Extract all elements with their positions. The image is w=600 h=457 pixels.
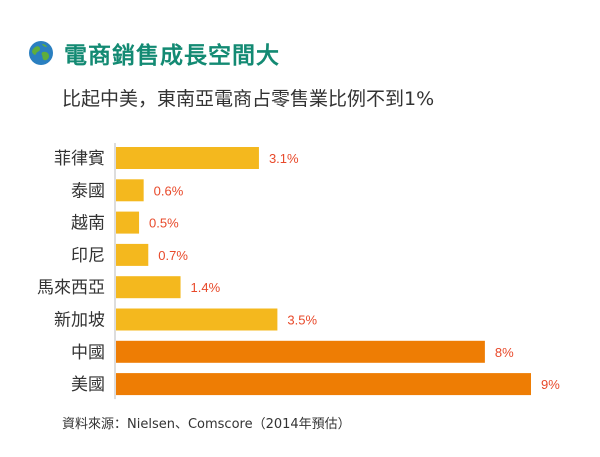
bar xyxy=(116,211,140,234)
value-label: 0.6% xyxy=(154,183,184,198)
category-label: 泰國 xyxy=(71,181,105,201)
category-label: 馬來西亞 xyxy=(37,278,105,298)
bar xyxy=(116,308,278,331)
chart-title: 電商銷售成長空間大 xyxy=(64,43,280,69)
bar xyxy=(116,373,531,396)
source-note: 資料來源：Nielsen、Comscore（2014年預估） xyxy=(62,417,351,432)
bar xyxy=(116,340,485,363)
value-label: 9% xyxy=(541,377,560,392)
category-label: 印尼 xyxy=(71,246,105,266)
value-label: 8% xyxy=(495,345,514,360)
value-label: 0.7% xyxy=(158,248,188,263)
category-label: 美國 xyxy=(71,375,105,395)
category-label: 新加坡 xyxy=(54,311,105,331)
category-label: 中國 xyxy=(71,343,105,363)
bar xyxy=(116,243,149,266)
bar xyxy=(116,147,259,169)
value-label: 3.5% xyxy=(287,313,317,328)
value-label: 1.4% xyxy=(191,280,221,295)
bar xyxy=(116,179,144,202)
title-row: 電商銷售成長空間大 xyxy=(28,36,280,70)
bar xyxy=(116,276,181,299)
category-label: 菲律賓 xyxy=(54,149,105,169)
value-label: 0.5% xyxy=(149,216,179,231)
chart-subtitle: 比起中美，東南亞電商占零售業比例不到1% xyxy=(62,88,435,110)
globe-icon xyxy=(29,41,53,65)
category-label: 越南 xyxy=(71,214,105,234)
value-label: 3.1% xyxy=(269,151,299,166)
